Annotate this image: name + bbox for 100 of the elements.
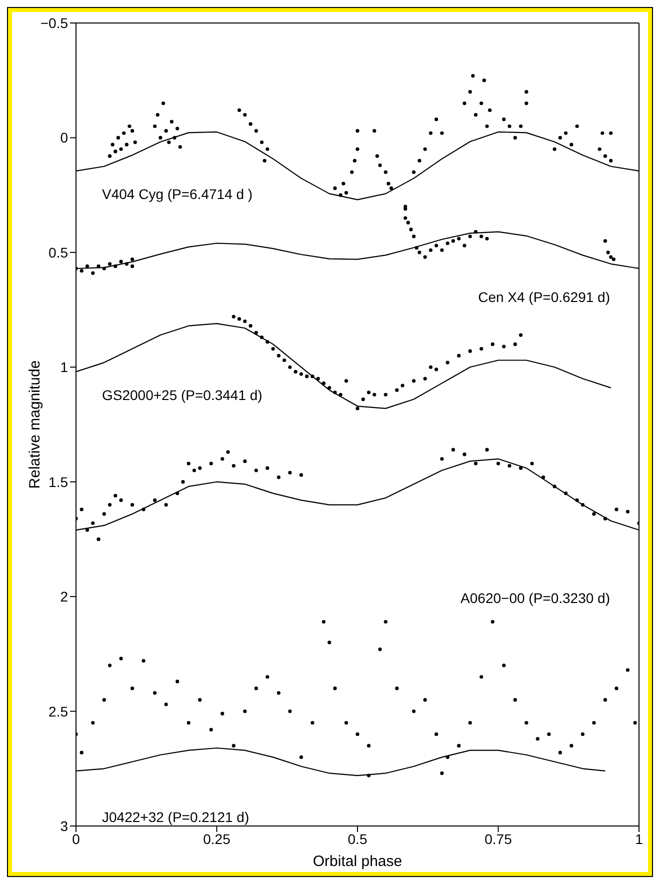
point [243,319,247,324]
point [282,358,286,362]
point [254,468,258,472]
point [366,744,371,748]
y-tick-label: 0.5 [48,244,68,260]
point [564,492,568,496]
point [409,228,413,232]
point [310,720,314,725]
x-tick-label: 0.25 [203,830,231,847]
point [243,459,247,464]
point [575,498,579,502]
point [474,230,478,234]
point [485,448,489,452]
point [592,512,596,516]
point [366,390,371,394]
point [490,620,494,624]
point [108,262,112,266]
point [418,250,422,254]
point [333,686,337,690]
point [614,686,618,690]
point [288,709,292,714]
point [547,732,551,736]
x-axis-title: Orbital phase [312,853,402,870]
point [80,268,84,273]
annotation: J0422+32 (P=0.2121 d) [102,809,250,825]
point [485,236,489,240]
point [310,374,314,378]
point [513,342,517,346]
point [232,464,236,468]
point [142,659,146,663]
point [518,333,523,337]
point [496,462,500,466]
point [243,709,247,714]
point [294,370,298,374]
point [266,466,270,470]
annotation: A0620−00 (P=0.3230 d) [460,590,610,606]
point [378,648,382,652]
point [530,462,534,466]
point [102,512,106,516]
point [232,744,236,748]
point [164,503,168,507]
point [276,691,280,695]
point [570,744,574,748]
x-tick-label: 0.75 [484,830,512,847]
point [142,508,146,512]
point [395,686,399,690]
point [271,346,275,351]
point [423,376,427,380]
point [580,732,584,736]
point [130,686,134,690]
point [480,346,484,351]
point [322,620,326,624]
annotation: V404 Cyg (P=6.4714 d ) [102,186,253,202]
point [328,640,332,644]
point [474,462,478,466]
point [592,720,596,725]
point [361,397,365,402]
point [198,466,202,470]
point [91,720,95,725]
point [344,720,348,725]
point [440,771,444,776]
point [612,258,616,262]
point [344,379,348,383]
point [114,494,118,498]
x-tick-label: 0 [72,830,80,847]
y-tick-label: 0 [60,130,68,146]
point [356,406,360,410]
point [468,234,472,238]
point [96,537,100,542]
point [457,236,461,240]
point [226,450,230,454]
point [248,324,252,328]
point [254,686,258,690]
annotation: GS2000+25 (P=0.3441 d) [102,387,262,403]
point [288,365,292,369]
point [457,744,461,748]
point [119,498,123,502]
point [181,480,185,484]
point [423,698,427,702]
point [266,675,270,679]
point [366,774,371,778]
point [480,234,484,238]
point [480,675,484,679]
point [552,484,556,488]
point [490,342,494,346]
point [328,386,332,390]
point [446,241,450,246]
point [176,492,180,496]
point [192,468,196,472]
y-tick-label: 2.5 [48,703,68,720]
point [276,475,280,480]
point [536,737,540,741]
point [299,755,303,759]
point [440,457,444,461]
y-axis-title: Relative magnitude [26,360,44,489]
point [434,732,438,736]
point [276,354,280,358]
point [91,271,95,275]
point [209,462,213,466]
point [91,521,95,525]
